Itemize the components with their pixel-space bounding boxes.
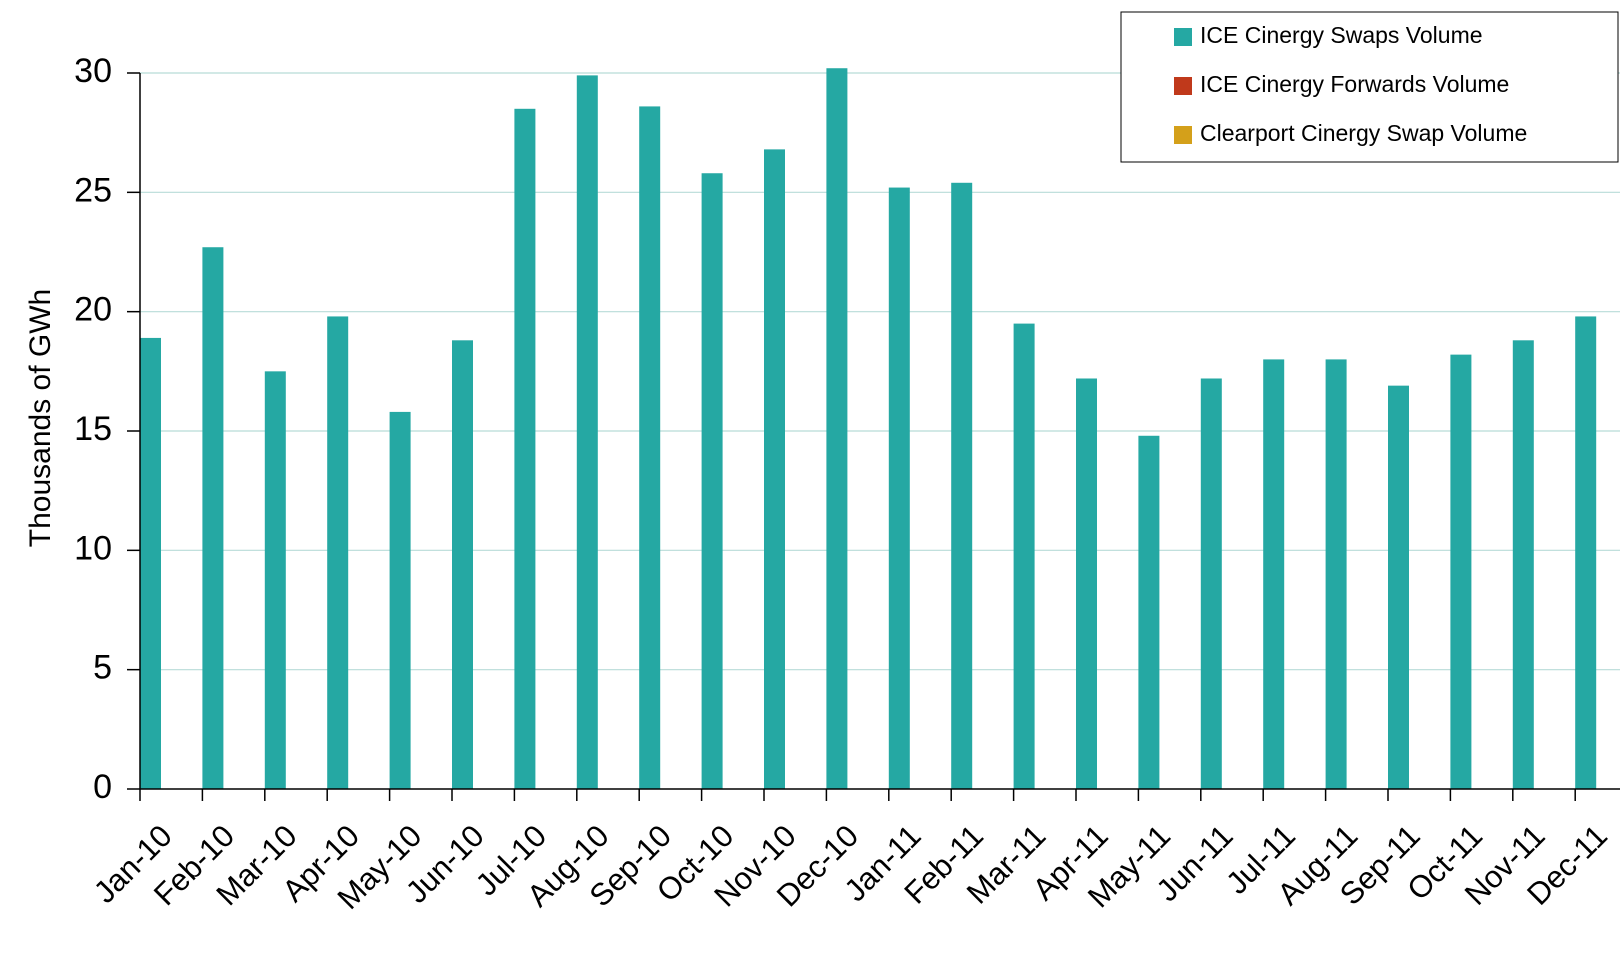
y-tick-label: 20 bbox=[74, 291, 112, 329]
bar bbox=[764, 149, 785, 789]
y-tick-label: 25 bbox=[74, 171, 112, 209]
y-tick-label: 0 bbox=[93, 768, 112, 806]
bar bbox=[1263, 359, 1285, 789]
bar bbox=[1076, 378, 1097, 789]
bar bbox=[1512, 340, 1534, 789]
legend-label: ICE Cinergy Forwards Volume bbox=[1200, 71, 1509, 97]
bar bbox=[1138, 435, 1160, 789]
bar bbox=[826, 68, 848, 789]
bar bbox=[1200, 378, 1222, 789]
y-axis-title: Thousands of GWh bbox=[24, 289, 57, 547]
legend: ICE Cinergy Swaps Volume ICE Cinergy Forw… bbox=[1120, 11, 1619, 163]
bar bbox=[452, 340, 473, 789]
bar bbox=[140, 337, 161, 789]
x-tick-labels: Jan-10Feb-10Mar-10Apr-10May-10Jun-10Jul-… bbox=[87, 818, 1614, 916]
legend-swatch bbox=[1174, 126, 1192, 144]
bar bbox=[202, 247, 224, 789]
bar bbox=[1013, 323, 1035, 789]
gridlines bbox=[140, 72, 1620, 671]
bar bbox=[1450, 354, 1472, 789]
bar bbox=[389, 411, 411, 789]
bar bbox=[639, 106, 661, 789]
bar bbox=[264, 371, 286, 789]
bar bbox=[701, 173, 723, 790]
bar bbox=[327, 316, 349, 789]
legend-box bbox=[1120, 11, 1619, 163]
bar bbox=[576, 75, 598, 790]
axes bbox=[127, 72, 1620, 801]
bar bbox=[1325, 359, 1347, 789]
y-tick-label: 5 bbox=[93, 649, 112, 687]
legend-label: Clearport Cinergy Swap Volume bbox=[1200, 120, 1527, 146]
bars bbox=[140, 68, 1597, 790]
bar bbox=[951, 182, 973, 789]
y-tick-label: 15 bbox=[74, 410, 112, 448]
bar bbox=[1575, 316, 1597, 789]
bar bbox=[514, 108, 536, 790]
y-tick-labels: 0 5 10 15 20 25 30 bbox=[74, 52, 112, 806]
bar bbox=[888, 187, 910, 789]
legend-swatch bbox=[1174, 77, 1192, 95]
bar bbox=[1388, 385, 1409, 789]
y-tick-label: 30 bbox=[74, 52, 112, 90]
y-tick-label: 10 bbox=[74, 529, 112, 567]
legend-label: ICE Cinergy Swaps Volume bbox=[1200, 22, 1483, 48]
legend-swatch bbox=[1174, 28, 1192, 46]
